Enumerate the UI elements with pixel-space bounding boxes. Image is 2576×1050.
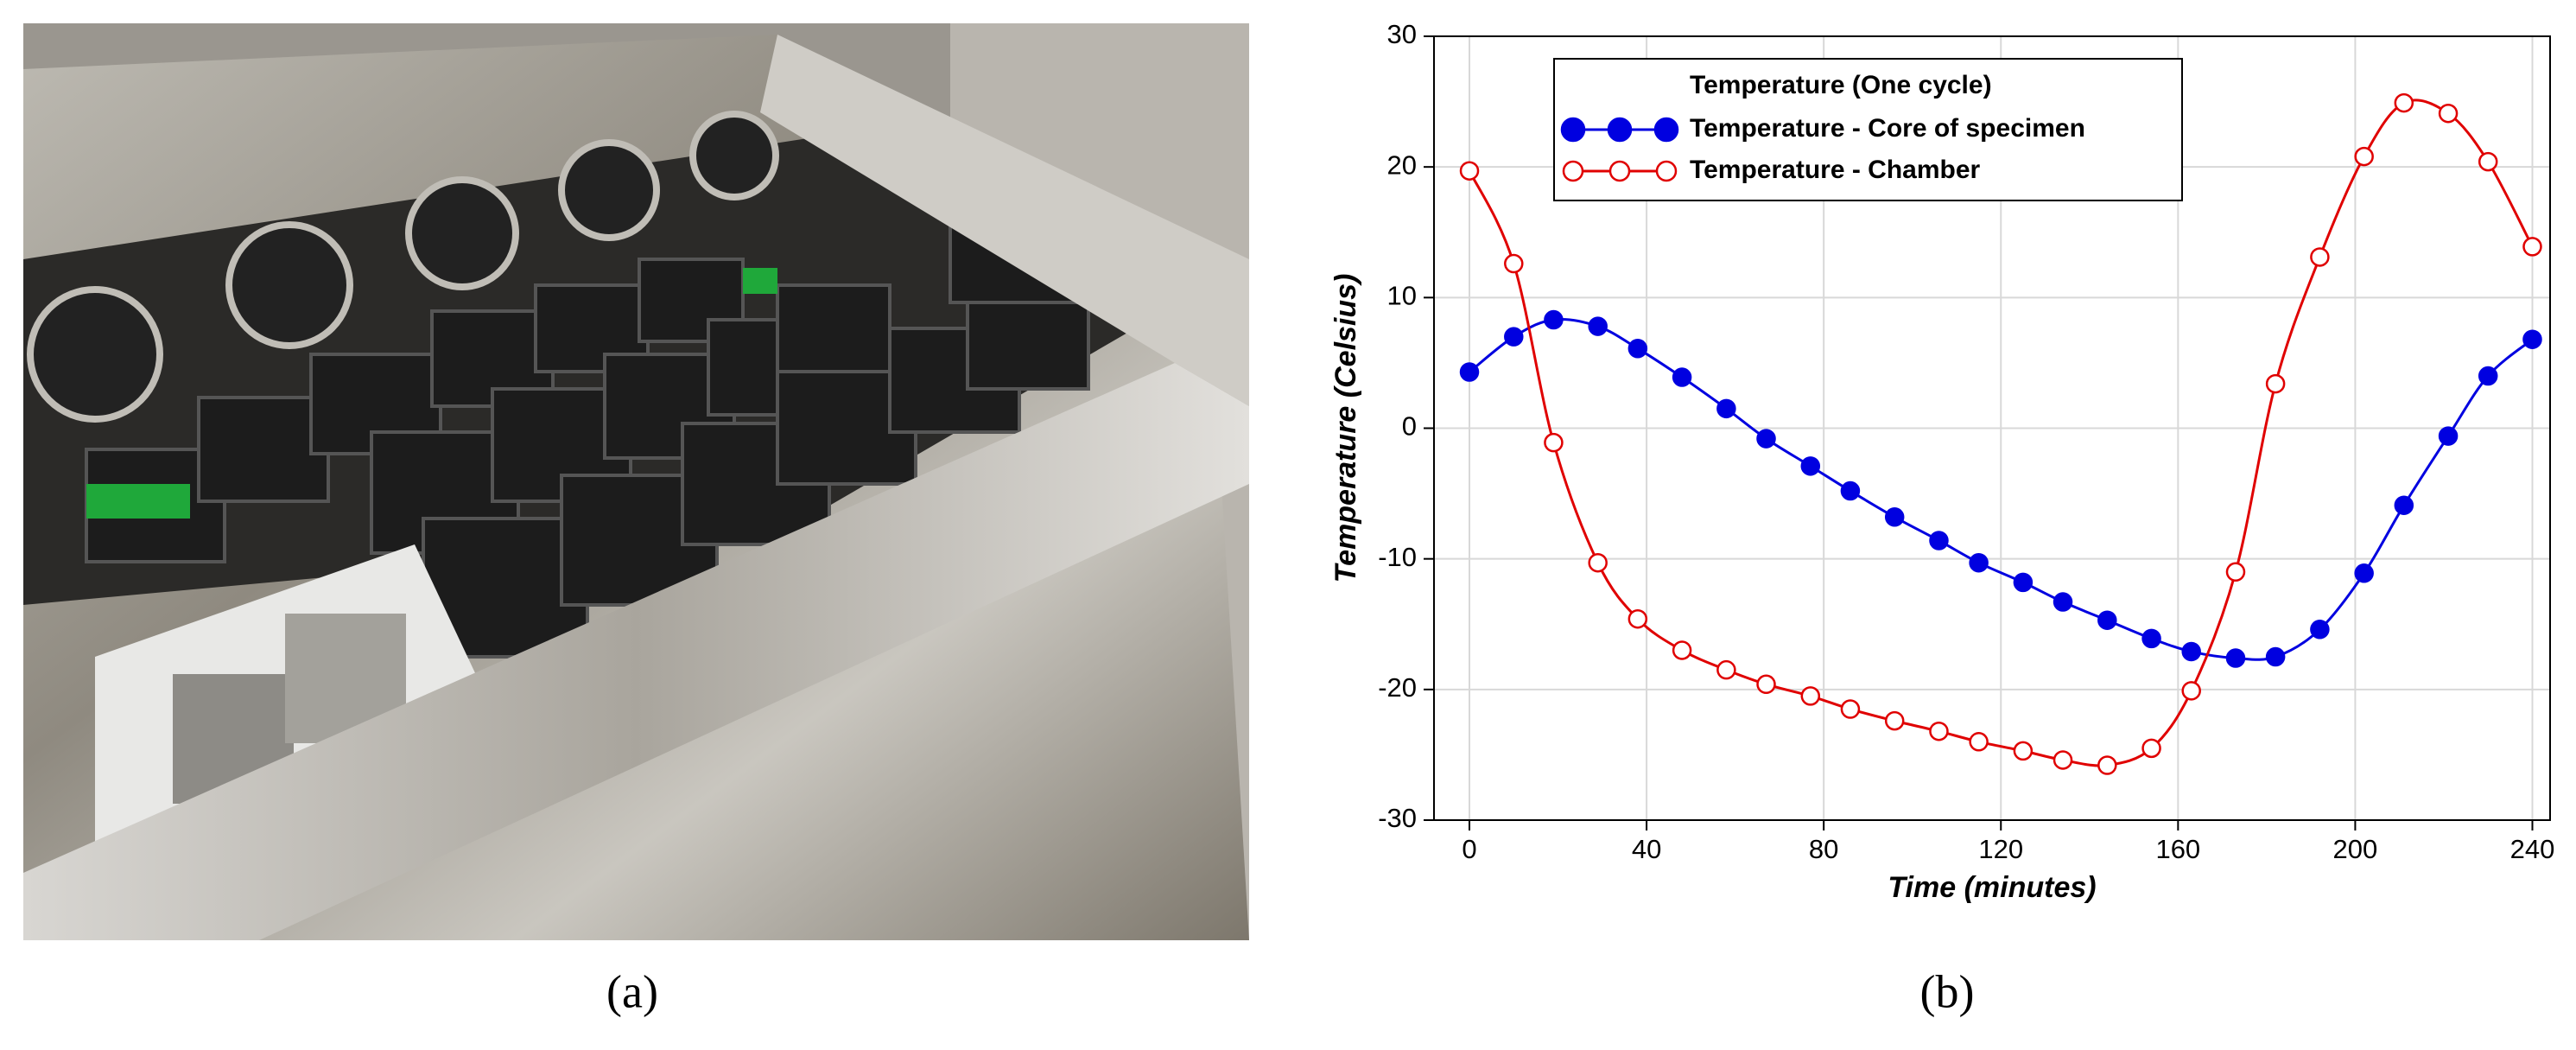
data-point bbox=[2097, 755, 2117, 775]
legend-marker bbox=[1608, 160, 1631, 182]
data-point bbox=[1969, 552, 1989, 573]
data-point bbox=[2225, 648, 2246, 668]
y-tick-label: -10 bbox=[1378, 542, 1417, 572]
data-point bbox=[1672, 640, 1692, 660]
data-point bbox=[1800, 686, 1821, 706]
data-point bbox=[2438, 426, 2459, 446]
y-tick-label: 10 bbox=[1387, 281, 1417, 311]
data-point bbox=[1459, 161, 1480, 181]
data-point bbox=[1756, 674, 1776, 695]
data-point bbox=[2394, 495, 2414, 515]
data-point bbox=[1504, 253, 1524, 274]
data-point bbox=[2053, 750, 2073, 770]
legend-title: Temperature (One cycle) bbox=[1690, 71, 1992, 99]
data-point bbox=[1884, 710, 1905, 731]
y-tick-label: -30 bbox=[1378, 803, 1417, 833]
data-point bbox=[2522, 329, 2542, 349]
x-axis-label: Time (minutes) bbox=[1888, 871, 2096, 904]
y-axis-label: Temperature (Celsius) bbox=[1329, 274, 1362, 583]
data-point bbox=[2310, 247, 2330, 267]
data-point bbox=[1627, 339, 1648, 359]
legend-marker bbox=[1560, 117, 1586, 143]
data-point bbox=[2478, 366, 2498, 386]
data-point bbox=[2013, 741, 2034, 761]
data-point bbox=[1800, 456, 1821, 476]
data-point bbox=[1588, 552, 1608, 573]
data-point bbox=[1840, 699, 1861, 719]
data-point bbox=[1716, 659, 1736, 680]
data-point bbox=[2181, 681, 2201, 701]
data-point bbox=[2354, 563, 2374, 583]
data-point bbox=[1840, 480, 1861, 501]
data-point bbox=[2310, 620, 2330, 640]
data-point bbox=[1672, 367, 1692, 387]
data-point bbox=[2478, 151, 2498, 172]
data-point bbox=[2394, 92, 2414, 113]
y-tick-label: 30 bbox=[1387, 19, 1417, 49]
data-point bbox=[1969, 732, 1989, 752]
caption: (a) bbox=[606, 965, 658, 1017]
y-tick-label: -20 bbox=[1378, 672, 1417, 703]
x-tick-label: 0 bbox=[1462, 834, 1476, 864]
data-point bbox=[2354, 146, 2374, 167]
x-tick-label: 160 bbox=[2155, 834, 2200, 864]
legend-marker bbox=[1655, 160, 1678, 182]
photo bbox=[23, 23, 1249, 940]
legend-label: Temperature - Chamber bbox=[1690, 156, 1981, 184]
data-point bbox=[1544, 432, 1564, 453]
data-point bbox=[2053, 592, 2073, 612]
x-tick-label: 200 bbox=[2333, 834, 2378, 864]
data-point bbox=[2265, 373, 2286, 394]
x-tick-label: 80 bbox=[1809, 834, 1838, 864]
y-tick-label: 0 bbox=[1402, 411, 1417, 442]
legend-marker bbox=[1653, 117, 1679, 143]
legend-label: Temperature - Core of specimen bbox=[1690, 114, 2085, 143]
data-point bbox=[1716, 398, 1736, 419]
legend-marker bbox=[1607, 117, 1633, 143]
legend-marker bbox=[1562, 160, 1584, 182]
data-point bbox=[2522, 237, 2542, 257]
data-point bbox=[1627, 608, 1648, 629]
data-point bbox=[1756, 429, 1776, 449]
x-tick-label: 40 bbox=[1632, 834, 1661, 864]
data-point bbox=[1504, 327, 1524, 347]
data-point bbox=[1929, 531, 1949, 550]
caption: (b) bbox=[1920, 965, 1975, 1017]
data-point bbox=[1884, 507, 1905, 527]
data-point bbox=[2013, 572, 2034, 593]
data-point bbox=[1459, 362, 1480, 382]
data-point bbox=[2141, 628, 2161, 649]
data-point bbox=[1929, 721, 1949, 741]
x-tick-label: 120 bbox=[1978, 834, 2023, 864]
data-point bbox=[1544, 309, 1564, 330]
data-point bbox=[1588, 316, 1608, 336]
data-point bbox=[2438, 103, 2459, 124]
x-tick-label: 240 bbox=[2510, 834, 2555, 864]
data-point bbox=[2181, 641, 2201, 662]
plot-frame bbox=[1433, 35, 2551, 821]
data-point bbox=[2265, 646, 2286, 667]
data-point bbox=[2225, 562, 2246, 582]
y-tick-label: 20 bbox=[1387, 150, 1417, 180]
data-point bbox=[2097, 610, 2117, 630]
data-point bbox=[2141, 738, 2161, 759]
